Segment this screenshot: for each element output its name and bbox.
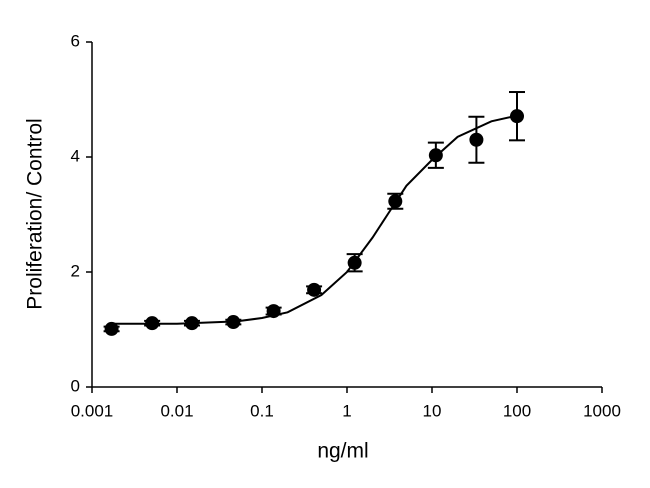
point [184,316,199,331]
y-tick-label: 2 [71,261,80,280]
y-tick-label: 6 [71,31,80,50]
x-tick-label: 1000 [583,401,621,420]
point [510,109,524,124]
point [145,316,160,331]
y-tick-label: 4 [71,146,80,165]
point [307,282,322,297]
y-tick-label: 0 [71,376,80,395]
point [266,304,281,319]
x-tick-label: 10 [423,401,442,420]
x-tick-label: 1 [342,401,351,420]
x-tick-label: 0.1 [250,401,274,420]
x-tick-label: 100 [503,401,531,420]
x-tick-label: 0.01 [160,401,193,420]
point [469,132,484,147]
point [226,315,241,330]
point [104,321,119,336]
point [388,194,403,209]
y-axis-label: Proliferation/ Control [24,118,47,309]
point [428,148,443,163]
x-tick-label: 0.001 [71,401,114,420]
point [347,255,362,270]
x-axis-label: ng/ml [317,440,368,463]
